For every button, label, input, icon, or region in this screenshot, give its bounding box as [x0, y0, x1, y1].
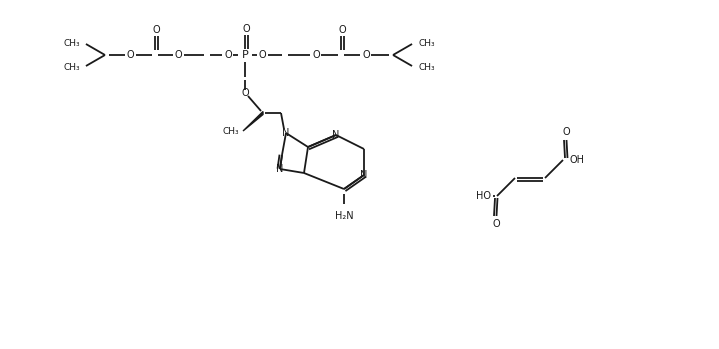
Polygon shape	[243, 111, 263, 131]
Text: OH: OH	[569, 155, 584, 165]
Text: O: O	[224, 50, 232, 60]
Text: CH₃: CH₃	[63, 38, 80, 47]
Text: O: O	[174, 50, 182, 60]
Text: P: P	[242, 50, 248, 60]
Text: N: N	[332, 130, 339, 140]
Text: H₂N: H₂N	[334, 211, 353, 221]
Text: N: N	[283, 128, 290, 138]
Text: N: N	[276, 164, 284, 174]
Text: CH₃: CH₃	[63, 62, 80, 72]
Text: N: N	[360, 170, 367, 180]
Text: O: O	[562, 127, 570, 137]
Text: O: O	[312, 50, 320, 60]
Text: CH₃: CH₃	[222, 126, 239, 135]
Text: CH₃: CH₃	[418, 38, 435, 47]
Text: HO: HO	[476, 191, 491, 201]
Text: CH₃: CH₃	[418, 62, 435, 72]
Text: O: O	[242, 24, 249, 34]
Text: O: O	[258, 50, 266, 60]
Text: O: O	[362, 50, 370, 60]
Text: O: O	[127, 50, 134, 60]
Text: O: O	[152, 25, 160, 35]
Text: O: O	[241, 88, 249, 98]
Text: O: O	[493, 219, 500, 229]
Text: O: O	[338, 25, 346, 35]
